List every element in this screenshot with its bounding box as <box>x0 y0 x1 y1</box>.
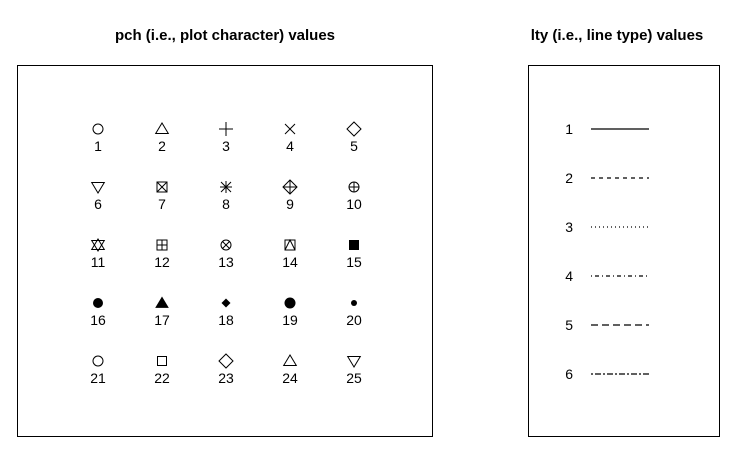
pch-value-label: 6 <box>94 196 102 212</box>
pch-value-label: 18 <box>218 312 234 328</box>
circle-cross-icon <box>220 239 232 251</box>
square-plus-icon <box>156 239 168 251</box>
pch-value-label: 3 <box>222 138 230 154</box>
pch-value-label: 5 <box>350 138 358 154</box>
pch-value-label: 21 <box>90 370 106 386</box>
circle-open-icon <box>92 355 104 367</box>
lty-title: lty (i.e., line type) values <box>530 27 704 44</box>
circle-open-icon <box>92 123 104 135</box>
pch-value-label: 1 <box>94 138 102 154</box>
asterisk-icon <box>220 181 232 193</box>
pch-value-label: 9 <box>286 196 294 212</box>
lty-value-label: 5 <box>565 317 573 333</box>
pch-panel: 1 2 3 4 5 6 7 8 9 10 11 12 13 14 15 16 17 18 19 20 21 22 23 24 2… <box>17 65 433 437</box>
pch-value-label: 19 <box>282 312 298 328</box>
pch-value-label: 24 <box>282 370 298 386</box>
circle-filled-large-icon <box>284 297 296 309</box>
lty-value-label: 2 <box>565 170 573 186</box>
pch-value-label: 15 <box>346 254 362 270</box>
pch-value-label: 10 <box>346 196 362 212</box>
diamond-open-icon <box>218 353 234 369</box>
pch-value-label: 25 <box>346 370 362 386</box>
star-of-david-icon <box>90 238 106 252</box>
square-filled-icon <box>349 240 359 250</box>
lty-value-label: 3 <box>565 219 573 235</box>
pch-value-label: 13 <box>218 254 234 270</box>
diamond-filled-small-icon <box>221 298 231 308</box>
triangle-down-open-icon <box>90 182 106 194</box>
pch-value-label: 11 <box>91 254 106 270</box>
square-triangle-icon <box>284 238 296 251</box>
pch-value-label: 22 <box>154 370 170 386</box>
circle-plus-icon <box>348 181 360 193</box>
pch-value-label: 2 <box>158 138 166 154</box>
diamond-open-icon <box>346 121 362 137</box>
pch-value-label: 7 <box>158 196 166 212</box>
lty-value-label: 4 <box>565 268 573 284</box>
pch-title: pch (i.e., plot character) values <box>114 27 336 44</box>
triangle-down-open-icon <box>346 356 362 368</box>
lty-line-list: 1 2 3 4 5 6 <box>565 121 649 382</box>
pch-value-label: 8 <box>222 196 230 212</box>
lty-value-label: 6 <box>565 366 573 382</box>
triangle-filled-icon <box>155 296 169 308</box>
pch-value-label: 23 <box>218 370 234 386</box>
lty-panel: 1 2 3 4 5 6 <box>528 65 720 437</box>
square-open-icon <box>157 356 167 366</box>
square-cross-icon <box>156 181 168 193</box>
pch-value-label: 4 <box>286 138 294 154</box>
triangle-up-open-icon <box>282 354 298 366</box>
circle-filled-small-icon <box>351 300 357 306</box>
circle-filled-icon <box>93 298 103 308</box>
plus-icon <box>219 122 233 136</box>
triangle-up-open-icon <box>154 122 170 134</box>
pch-value-label: 20 <box>346 312 362 328</box>
pch-value-label: 16 <box>90 312 106 328</box>
pch-value-label: 14 <box>282 254 298 270</box>
diamond-plus-icon <box>282 179 298 195</box>
lty-value-label: 1 <box>565 121 573 137</box>
pch-value-label: 12 <box>154 254 170 270</box>
cross-x-icon <box>284 123 296 135</box>
pch-value-label: 17 <box>154 312 170 328</box>
